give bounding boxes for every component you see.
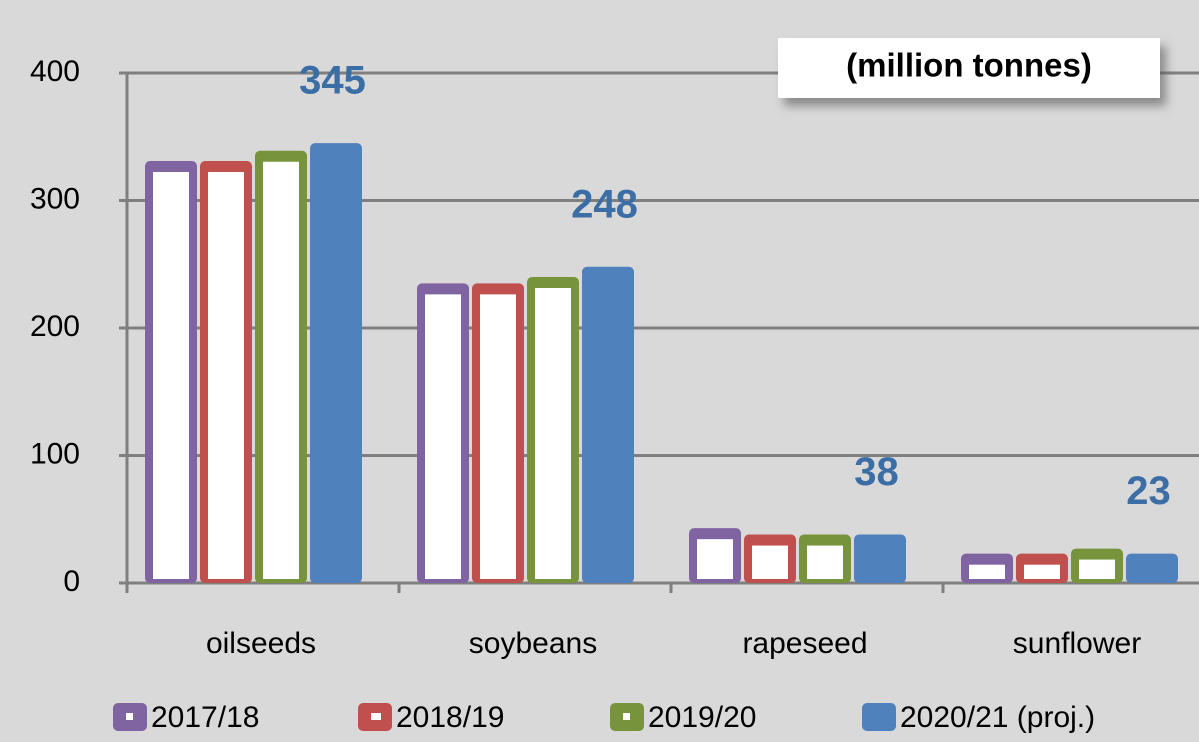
bar-highlight (697, 539, 733, 579)
y-tick-label: 0 (63, 565, 80, 598)
bar (1126, 553, 1178, 583)
bar-highlight (425, 294, 461, 579)
legend-label: 2020/21 (proj.) (900, 701, 1095, 734)
x-tick-label: soybeans (469, 627, 597, 660)
bar-highlight (263, 161, 299, 579)
y-tick-label: 200 (30, 310, 80, 343)
bar (310, 143, 362, 583)
legend-label: 2017/18 (151, 701, 259, 734)
legend-swatch-mark (623, 713, 630, 720)
bar-highlight (535, 288, 571, 579)
bar (854, 534, 906, 583)
bar-highlight (969, 564, 1005, 579)
x-tick-label: sunflower (1013, 627, 1141, 660)
bar-highlight (752, 545, 788, 579)
data-label: 248 (571, 182, 638, 226)
annotation-box (778, 38, 1160, 98)
y-tick-label: 100 (30, 437, 80, 470)
x-tick-label: oilseeds (206, 627, 316, 660)
data-label: 23 (1126, 469, 1171, 513)
legend-label: 2018/19 (396, 701, 504, 734)
bar (582, 266, 634, 583)
legend-swatch-mark (126, 713, 133, 720)
bar-highlight (480, 294, 516, 579)
legend-label: 2019/20 (648, 701, 756, 734)
data-label: 345 (299, 59, 366, 103)
bar-highlight (208, 171, 244, 579)
y-tick-label: 400 (30, 55, 80, 88)
y-tick-label: 300 (30, 182, 80, 215)
bar-highlight (1079, 559, 1115, 579)
legend-swatch-mark (371, 713, 381, 720)
bar-highlight (153, 171, 189, 579)
bar-highlight (1024, 564, 1060, 579)
x-tick-label: rapeseed (742, 627, 867, 660)
annotation: (million tonnes) (846, 47, 1092, 84)
bar-highlight (807, 545, 843, 579)
legend-swatch (862, 703, 896, 731)
data-label: 38 (854, 450, 899, 494)
